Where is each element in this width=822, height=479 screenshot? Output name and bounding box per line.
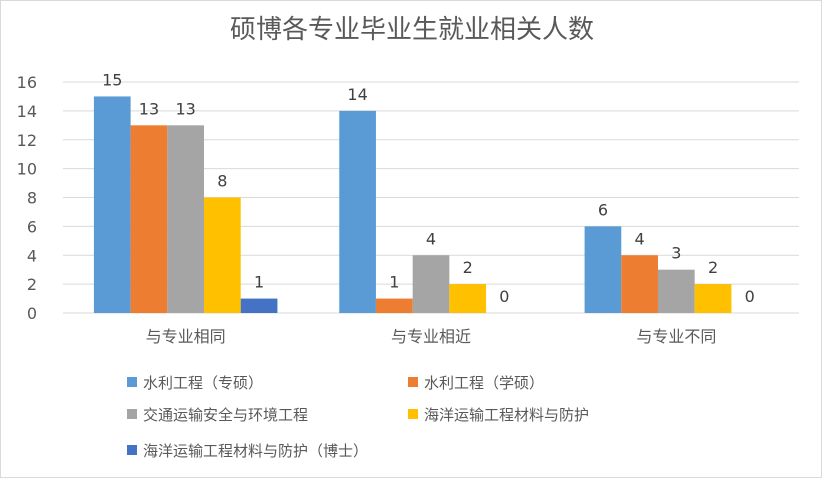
y-tick-label: 12 xyxy=(17,131,37,150)
x-tick-label: 与专业不同 xyxy=(636,327,716,346)
data-label: 8 xyxy=(217,172,227,191)
legend-swatch xyxy=(127,445,137,455)
data-label: 15 xyxy=(102,70,122,89)
x-tick-label: 与专业相近 xyxy=(391,327,471,346)
y-tick-label: 16 xyxy=(17,73,37,92)
bar xyxy=(339,110,376,313)
bar xyxy=(412,255,450,313)
data-label: 0 xyxy=(499,287,509,306)
chart-title: 硕博各专业毕业生就业相关人数 xyxy=(230,15,594,45)
data-label: 1 xyxy=(254,273,264,292)
data-label: 14 xyxy=(347,85,367,104)
legend-item: 交通运输安全与环境工程 xyxy=(127,404,308,424)
bar xyxy=(167,125,205,313)
bar xyxy=(130,125,168,313)
y-tick-label: 8 xyxy=(27,189,37,208)
data-label: 2 xyxy=(463,258,473,277)
legend-item: 海洋运输工程材料与防护（博士） xyxy=(127,440,368,460)
legend-label: 水利工程（学硕） xyxy=(424,373,545,392)
legend-swatch xyxy=(408,409,418,419)
y-tick-label: 0 xyxy=(27,304,37,323)
bar xyxy=(657,269,695,313)
y-tick-label: 14 xyxy=(17,102,37,121)
data-label: 1 xyxy=(389,273,399,292)
legend-swatch xyxy=(127,409,137,419)
legend-item: 海洋运输工程材料与防护 xyxy=(408,404,589,424)
data-label: 2 xyxy=(708,258,718,277)
data-label: 13 xyxy=(139,99,159,118)
bar xyxy=(584,226,622,313)
y-tick-label: 6 xyxy=(27,217,37,236)
data-label: 4 xyxy=(635,229,645,248)
bar xyxy=(621,255,658,313)
bar xyxy=(204,197,241,313)
legend-label: 交通运输安全与环境工程 xyxy=(143,405,309,424)
bar xyxy=(240,298,278,313)
legend-swatch xyxy=(408,377,418,387)
legend-label: 海洋运输工程材料与防护 xyxy=(424,405,590,424)
y-tick-label: 2 xyxy=(27,275,37,294)
legend-swatch xyxy=(127,377,137,387)
legend-label: 海洋运输工程材料与防护（博士） xyxy=(143,441,369,460)
legend-item: 水利工程（专硕） xyxy=(127,372,263,392)
y-tick-label: 10 xyxy=(17,160,37,179)
y-tick-label: 4 xyxy=(27,246,37,265)
data-label: 3 xyxy=(671,244,681,263)
x-tick-label: 与专业相同 xyxy=(146,327,226,346)
bar xyxy=(694,284,732,313)
data-label: 13 xyxy=(175,99,195,118)
legend-item: 水利工程（学硕） xyxy=(408,372,544,392)
data-label: 6 xyxy=(598,200,608,219)
data-label: 4 xyxy=(426,229,436,248)
bar xyxy=(93,96,131,313)
bar xyxy=(449,284,487,313)
bars xyxy=(93,96,732,313)
data-label: 0 xyxy=(745,287,755,306)
bar xyxy=(375,298,413,313)
legend-label: 水利工程（专硕） xyxy=(143,373,264,392)
